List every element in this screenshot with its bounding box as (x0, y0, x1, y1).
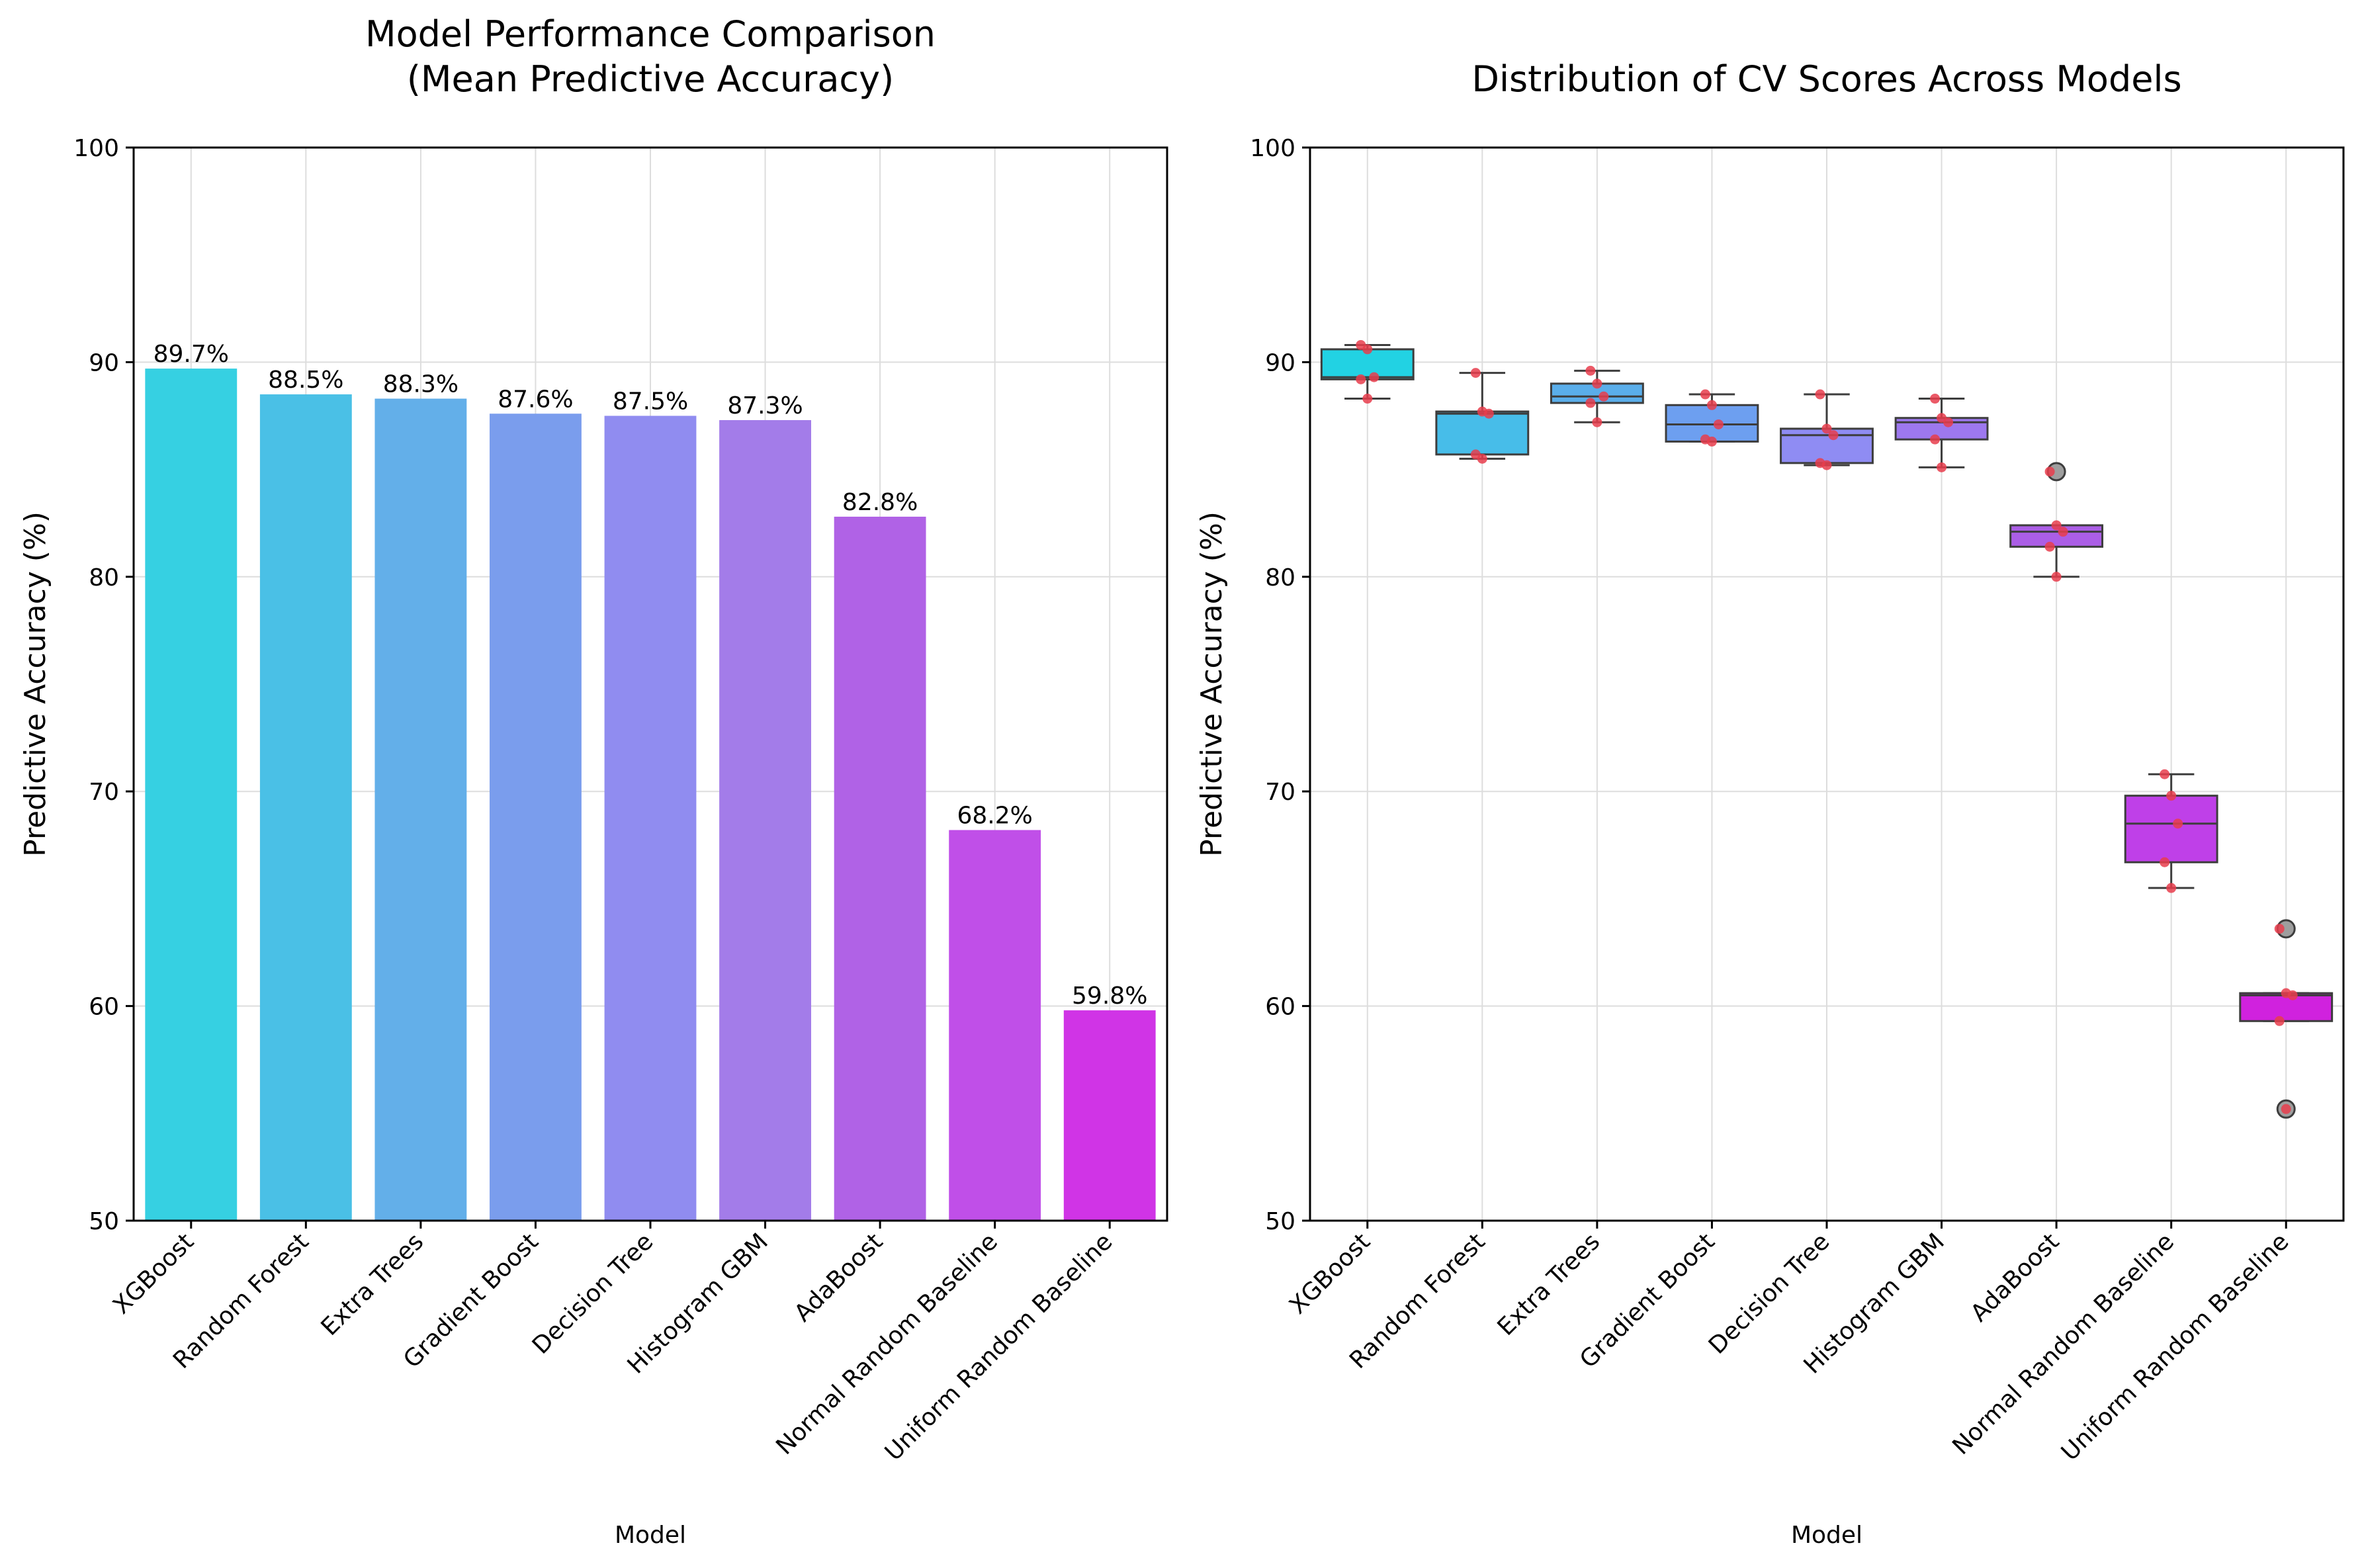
bar-chart-x-axis-label: Model (615, 1522, 686, 1549)
box-plot-y-tick-label: 80 (1265, 564, 1295, 591)
cv-score-point (1815, 389, 1825, 400)
cv-score-point (2160, 769, 2170, 779)
box-iqr (1780, 427, 1874, 464)
box-plot-y-tick-label: 60 (1265, 994, 1295, 1021)
cv-score-point (2044, 466, 2055, 477)
cv-score-point (2051, 572, 2062, 582)
bar-chart-y-ticks: 50 60 70 80 90 100 (73, 135, 134, 1235)
box-plot-y-tick-label: 70 (1265, 779, 1295, 806)
cv-score-point (1585, 365, 1596, 376)
cv-score-point (1369, 372, 1379, 382)
bar-chart-y-tick-label: 80 (89, 564, 119, 591)
cv-score-point (2287, 990, 2298, 1000)
bar-value-label: 88.5% (268, 367, 343, 394)
cv-score-point (1700, 389, 1710, 400)
bar-value-label: 89.7% (153, 341, 229, 368)
cv-score-point (2166, 883, 2177, 893)
cv-score-point (1828, 430, 1839, 441)
bar-value-label: 87.3% (727, 392, 803, 419)
bar-chart-y-tick-label: 100 (73, 135, 119, 162)
cv-score-point (1477, 453, 1487, 464)
bar (145, 369, 238, 1221)
box-plot-y-tick-label: 50 (1265, 1208, 1295, 1235)
bar-chart-title-line-2: (Mean Predictive Accuracy) (407, 58, 894, 100)
cv-score-point (1821, 423, 1832, 434)
cv-score-point (1937, 462, 1947, 472)
cv-score-point (1356, 374, 1366, 384)
cv-score-point (2044, 541, 2055, 552)
cv-score-point (1713, 419, 1724, 429)
box-iqr (2124, 795, 2218, 863)
cv-score-point (2058, 527, 2068, 537)
bar (259, 394, 352, 1221)
cv-score-point (1483, 408, 1494, 419)
cv-score-point (2274, 1016, 2285, 1026)
bar-chart-y-tick-label: 90 (89, 349, 119, 376)
bar-value-label: 87.5% (613, 388, 688, 415)
bar-value-label: 68.2% (957, 803, 1032, 830)
bar (604, 415, 697, 1221)
bar (719, 419, 811, 1221)
cv-score-point (1592, 378, 1602, 389)
cv-score-point (1930, 434, 1941, 445)
box-plot-y-tick-label: 100 (1250, 135, 1295, 162)
box-plot-y-ticks: 50 60 70 80 90 100 (1250, 135, 1310, 1235)
bar-chart-value-labels: 89.7% 88.5% 88.3% 87.6% 87.5% 87.3% 82.8% 68.2%… (153, 341, 1148, 1010)
cv-score-point (1362, 394, 1373, 404)
bar-chart-title-line-1: Model Performance Comparison (365, 13, 936, 55)
bar-value-label: 59.8% (1072, 982, 1147, 1010)
box-plot-title: Distribution of CV Scores Across Models (1471, 58, 2181, 100)
bar-value-label: 88.3% (383, 371, 459, 398)
bar-chart-y-tick-label: 60 (89, 994, 119, 1021)
cv-score-point (1706, 400, 1717, 410)
bar-value-label: 87.6% (498, 386, 573, 413)
cv-score-point (1592, 417, 1602, 427)
bar-chart-bars (145, 369, 1156, 1221)
cv-score-point (1930, 394, 1941, 404)
cv-score-point (1821, 460, 1832, 470)
bar (374, 398, 467, 1221)
bar (490, 414, 582, 1221)
cv-score-point (1706, 436, 1717, 447)
box-iqr (1665, 404, 1759, 443)
box-iqr (1435, 410, 1530, 456)
bar-chart-y-tick-label: 50 (89, 1208, 119, 1235)
bar (834, 516, 926, 1221)
cv-score-point (1585, 398, 1596, 408)
cv-score-point (1362, 344, 1373, 355)
bar (1063, 1010, 1156, 1221)
cv-score-point (2051, 520, 2062, 531)
box-plot-points (1356, 339, 2298, 1114)
cv-score-point (2166, 791, 2177, 801)
box-plot-y-tick-label: 90 (1265, 349, 1295, 376)
cv-score-point (2281, 1104, 2291, 1114)
cv-score-point (2274, 924, 2285, 934)
bar-value-label: 82.8% (842, 489, 918, 516)
cv-score-point (1598, 391, 1609, 402)
bar-chart-y-axis-label: Predictive Accuracy (%) (19, 511, 52, 857)
bar-chart-y-tick-label: 70 (89, 779, 119, 806)
cv-score-point (2160, 857, 2170, 867)
cv-score-point (1470, 368, 1481, 378)
cv-score-point (1943, 417, 1954, 427)
cv-score-point (2173, 818, 2183, 829)
box-plot-x-axis-label: Model (1791, 1522, 1862, 1549)
box-plot-y-axis-label: Predictive Accuracy (%) (1195, 511, 1229, 857)
bar (949, 830, 1041, 1221)
